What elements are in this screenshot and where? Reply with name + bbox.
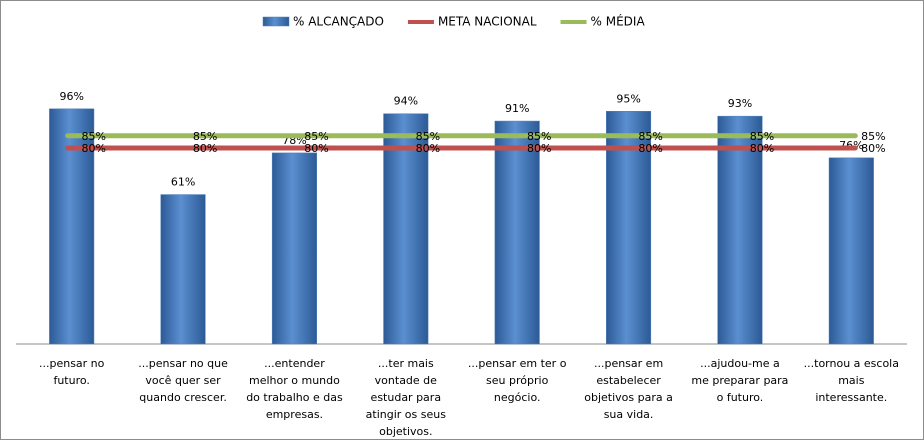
bar — [271, 152, 317, 345]
data-label: 85% — [304, 130, 328, 143]
data-label: 93% — [728, 97, 752, 110]
x-tick-label: ...ajudou-me a me preparar para o futuro… — [691, 357, 789, 404]
data-label: 95% — [616, 92, 640, 105]
data-label: 80% — [416, 142, 440, 155]
data-label: 85% — [193, 130, 217, 143]
x-tick-label: ...pensar em ter o seu próprio negócio. — [467, 357, 567, 404]
data-label: 80% — [304, 142, 328, 155]
legend-label: % MÉDIA — [591, 14, 646, 29]
bar — [383, 113, 429, 345]
data-label: 85% — [527, 130, 551, 143]
x-tick-label: ...pensar no que você quer ser quando cr… — [138, 357, 228, 404]
data-label: 91% — [505, 102, 529, 115]
x-tick-label: ...tornou a escola mais interessante. — [803, 357, 899, 404]
legend-label: META NACIONAL — [438, 15, 537, 29]
x-tick-label: ...ter mais vontade de estudar para atin… — [365, 357, 446, 438]
data-label: 61% — [171, 176, 195, 189]
x-tick-label: ...pensar no futuro. — [38, 357, 105, 387]
data-label: 85% — [81, 130, 105, 143]
x-tick-label: ...entender melhor o mundo do trabalho e… — [246, 357, 343, 421]
data-label: 94% — [394, 95, 418, 108]
bar — [160, 194, 206, 345]
x-tick-label: ...pensar em estabelecer objetivos para … — [584, 357, 673, 421]
legend-swatch — [262, 16, 290, 27]
data-label: 85% — [750, 130, 774, 143]
data-label: 85% — [416, 130, 440, 143]
data-label: 96% — [59, 90, 83, 103]
bar — [828, 157, 874, 345]
data-label: 80% — [750, 142, 774, 155]
data-label: 85% — [638, 130, 662, 143]
data-label: 80% — [193, 142, 217, 155]
data-label: 80% — [81, 142, 105, 155]
bar — [717, 115, 763, 345]
data-label: 80% — [861, 142, 885, 155]
bar — [494, 120, 540, 345]
data-label: 80% — [638, 142, 662, 155]
data-label: 80% — [527, 142, 551, 155]
legend-label: % ALCANÇADO — [293, 15, 384, 29]
data-label: 85% — [861, 130, 885, 143]
